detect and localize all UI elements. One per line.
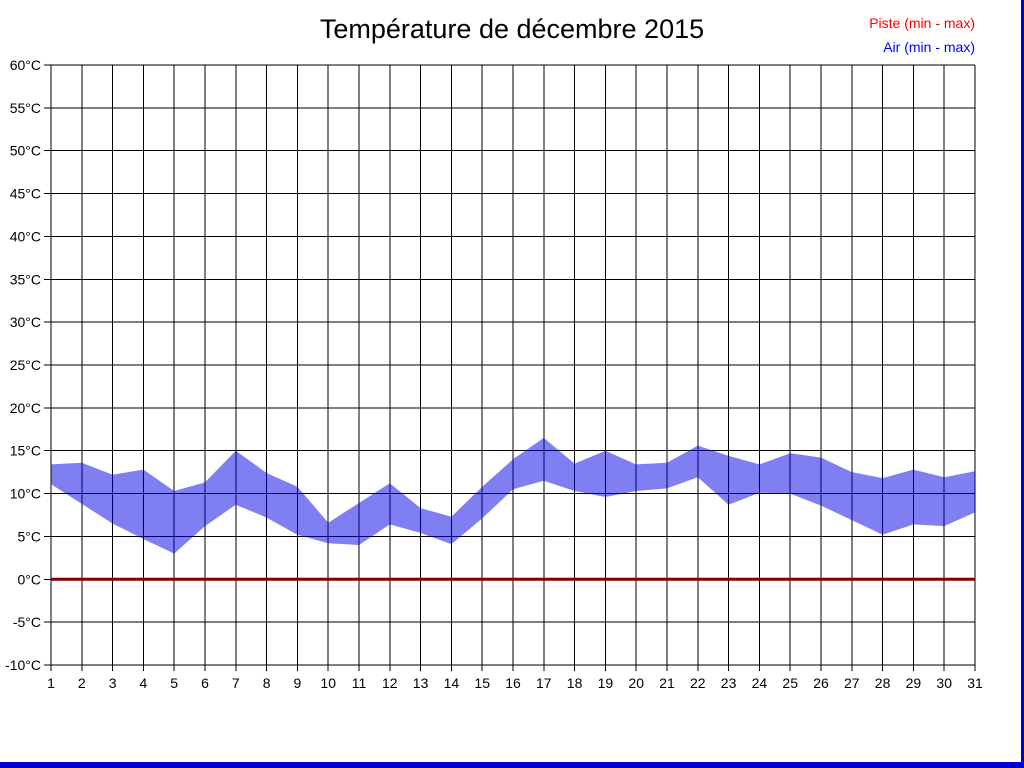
x-tick-label: 27 xyxy=(844,675,860,691)
y-tick-label: 25°C xyxy=(10,357,41,373)
y-tick-label: -10°C xyxy=(5,657,41,673)
y-tick-label: 55°C xyxy=(10,100,41,116)
legend-item-air: Air (min - max) xyxy=(883,39,975,55)
x-tick-label: 2 xyxy=(78,675,86,691)
x-tick-label: 4 xyxy=(140,675,148,691)
x-tick-label: 12 xyxy=(382,675,398,691)
x-tick-label: 28 xyxy=(875,675,891,691)
y-tick-label: 0°C xyxy=(18,571,42,587)
y-tick-label: 20°C xyxy=(10,400,41,416)
y-tick-label: 5°C xyxy=(18,528,42,544)
x-tick-label: 18 xyxy=(567,675,583,691)
x-tick-label: 21 xyxy=(659,675,675,691)
y-tick-label: 45°C xyxy=(10,186,41,202)
x-tick-label: 8 xyxy=(263,675,271,691)
legend-item-piste: Piste (min - max) xyxy=(869,15,975,31)
x-tick-label: 3 xyxy=(109,675,117,691)
x-tick-label: 30 xyxy=(936,675,952,691)
x-tick-label: 7 xyxy=(232,675,240,691)
x-tick-label: 1 xyxy=(47,675,55,691)
y-tick-label: 30°C xyxy=(10,314,41,330)
x-tick-label: 24 xyxy=(752,675,768,691)
page-border-right xyxy=(1021,0,1024,768)
x-tick-label: 10 xyxy=(320,675,336,691)
y-tick-label: 15°C xyxy=(10,443,41,459)
x-tick-label: 20 xyxy=(628,675,644,691)
x-tick-label: 23 xyxy=(721,675,737,691)
x-tick-label: 17 xyxy=(536,675,552,691)
x-tick-label: 19 xyxy=(598,675,614,691)
x-tick-label: 22 xyxy=(690,675,706,691)
x-tick-label: 26 xyxy=(813,675,829,691)
air-minmax-band xyxy=(51,437,975,554)
x-tick-label: 11 xyxy=(352,675,367,691)
x-tick-label: 31 xyxy=(967,675,983,691)
x-tick-label: 25 xyxy=(782,675,798,691)
chart-legend: Piste (min - max) Air (min - max) xyxy=(869,11,975,59)
x-tick-label: 13 xyxy=(413,675,429,691)
y-tick-label: 50°C xyxy=(10,143,41,159)
page-border-bottom xyxy=(0,762,1024,768)
x-tick-label: 5 xyxy=(170,675,178,691)
x-tick-label: 9 xyxy=(294,675,302,691)
x-tick-label: 29 xyxy=(906,675,922,691)
y-tick-label: 10°C xyxy=(10,486,41,502)
chart-title: Température de décembre 2015 xyxy=(319,14,705,44)
x-tick-label: 6 xyxy=(201,675,209,691)
x-tick-label: 14 xyxy=(444,675,460,691)
y-tick-label: -5°C xyxy=(13,614,41,630)
x-tick-label: 15 xyxy=(474,675,490,691)
y-tick-label: 40°C xyxy=(10,228,41,244)
y-tick-label: 60°C xyxy=(10,57,41,73)
x-tick-label: 16 xyxy=(505,675,521,691)
y-tick-label: 35°C xyxy=(10,271,41,287)
